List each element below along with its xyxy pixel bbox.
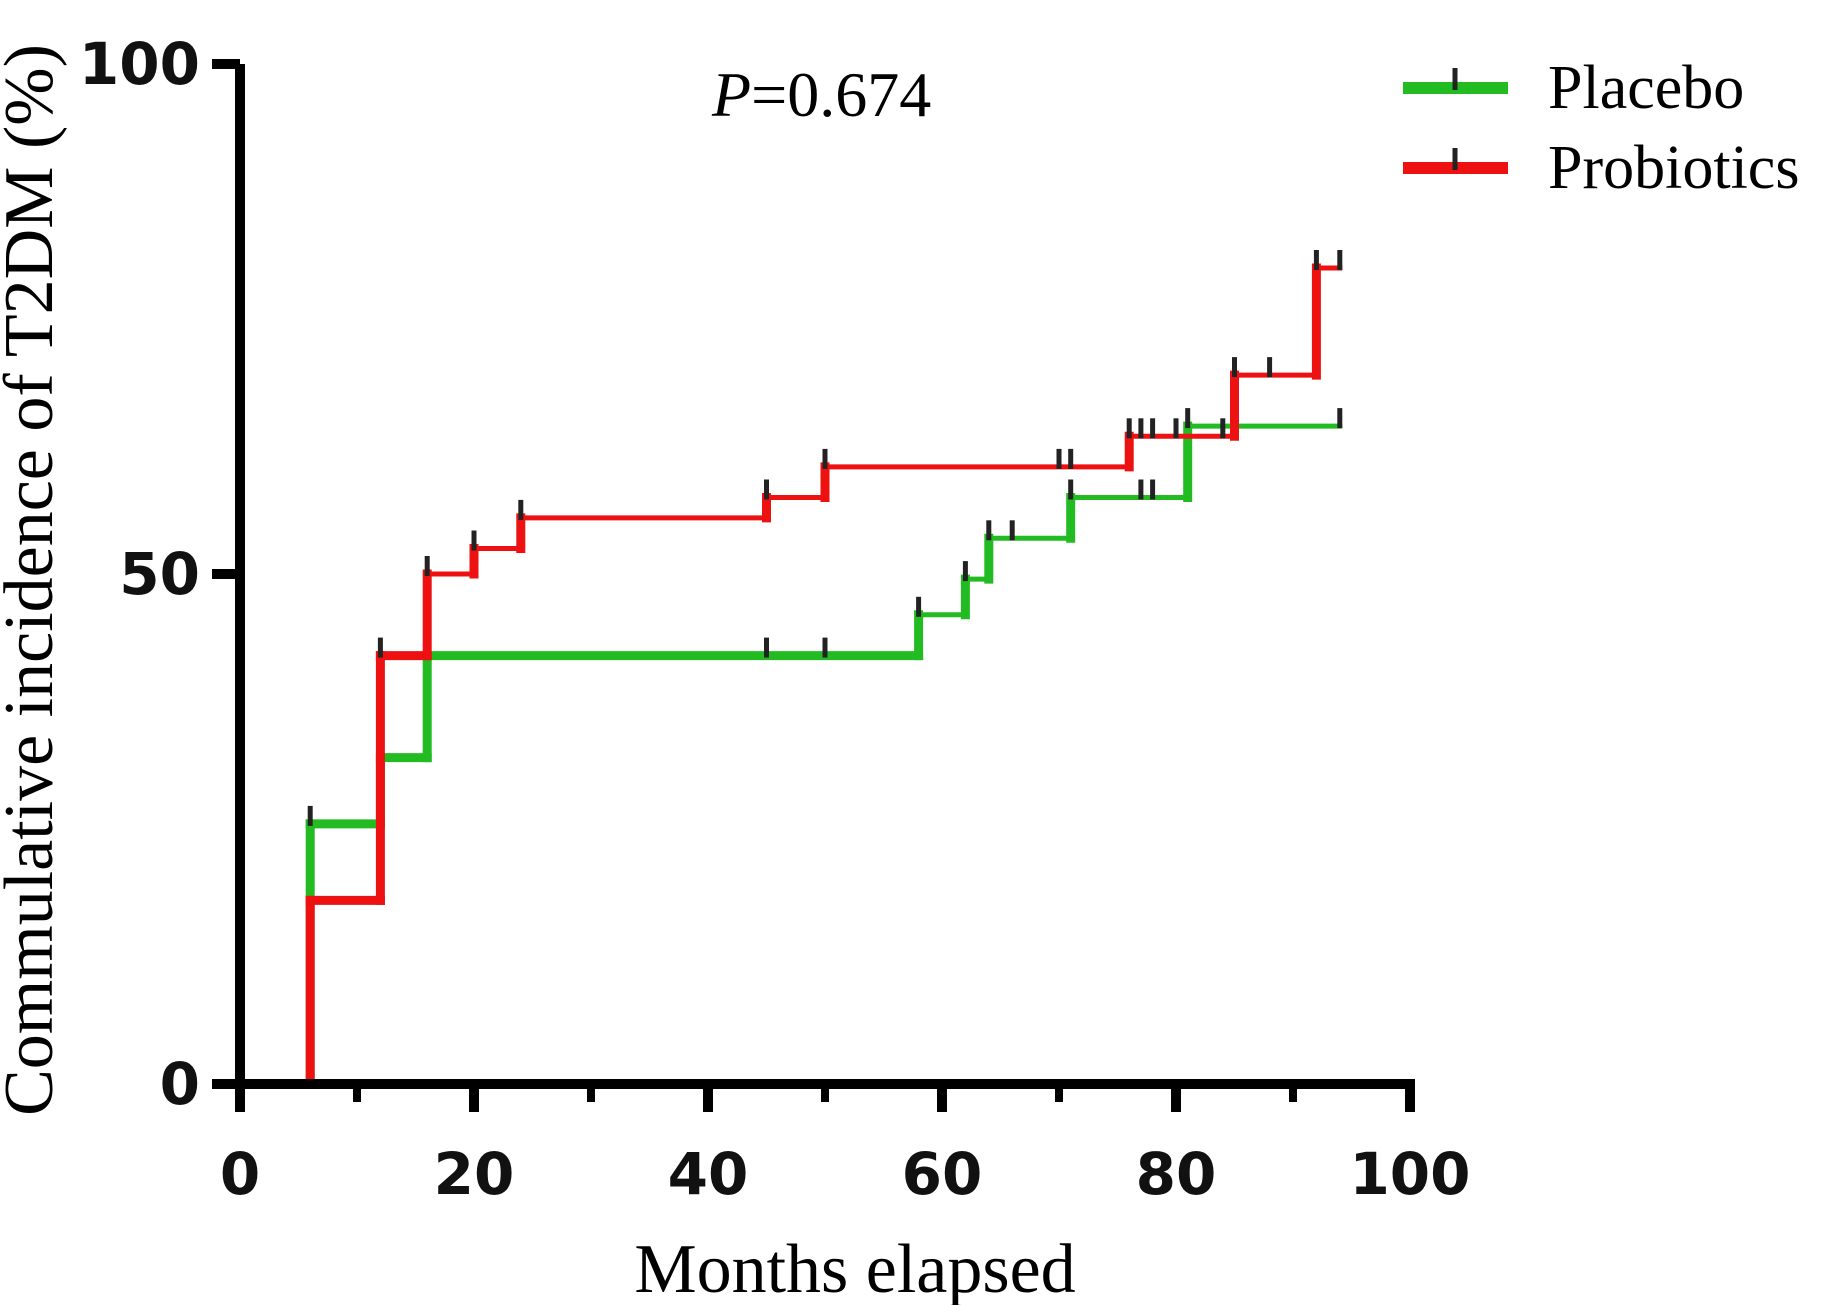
series-placebo [235, 408, 1343, 1089]
axes-layer: 0 20 40 60 80 100 0 50 100 [79, 30, 1471, 1208]
x-tick-label: 40 [668, 1140, 749, 1208]
y-tick-label: 100 [79, 30, 200, 98]
series-probiotics [235, 250, 1343, 1089]
legend-label-probiotics: Probiotics [1548, 134, 1799, 202]
y-axis-title: Commulative incidence of T2DM (%) [0, 44, 68, 1116]
x-tick-label: 0 [220, 1140, 260, 1208]
p-symbol: P [711, 59, 751, 130]
x-tick-label: 60 [902, 1140, 983, 1208]
x-tick-label: 80 [1136, 1140, 1217, 1208]
series-layer [235, 250, 1343, 1089]
text-layer: Months elapsed Commulative incidence of T… [0, 44, 1076, 1305]
legend-item-probiotics: Probiotics [1403, 134, 1799, 202]
legend-item-placebo: Placebo [1403, 54, 1744, 122]
y-tick-label: 0 [160, 1050, 200, 1118]
x-tick-label: 100 [1349, 1140, 1470, 1208]
legend: Placebo Probiotics [1403, 54, 1799, 202]
y-tick-label: 50 [119, 540, 200, 608]
p-value: =0.674 [751, 59, 931, 130]
x-tick-label: 20 [434, 1140, 515, 1208]
x-axis-title: Months elapsed [634, 1231, 1075, 1305]
p-value-annotation: P=0.674 [711, 59, 931, 130]
legend-label-placebo: Placebo [1548, 54, 1744, 122]
